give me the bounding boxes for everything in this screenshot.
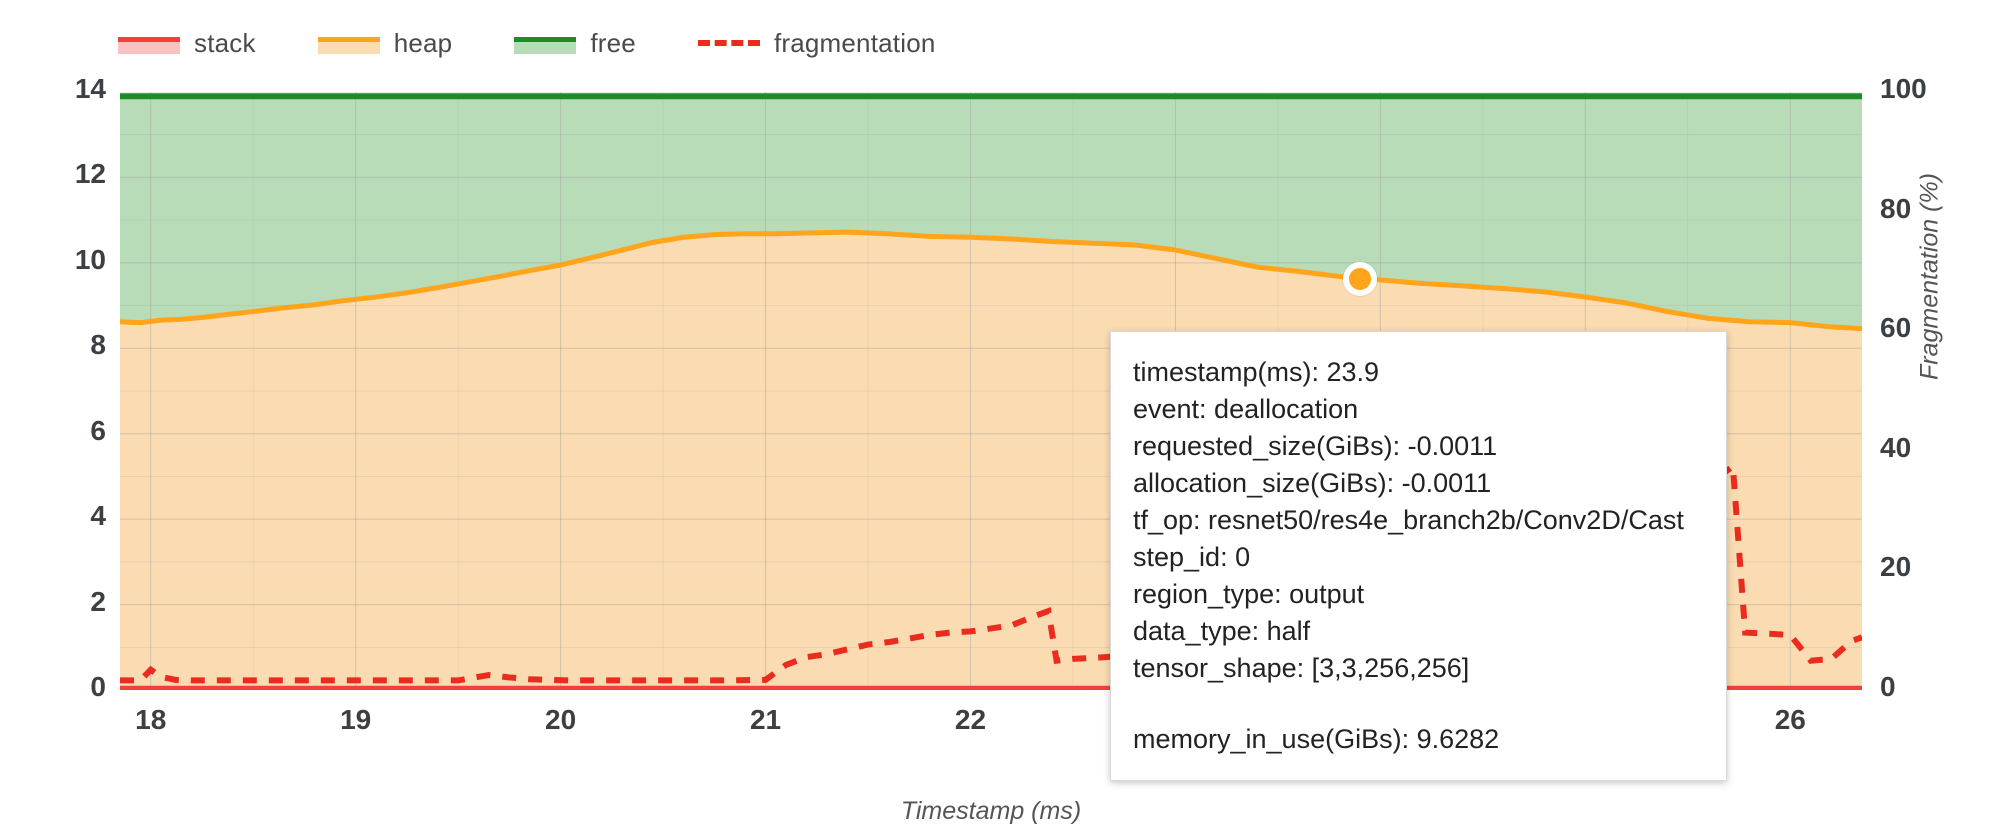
tooltip-separator [1133,687,1726,721]
tooltip-row: step_id: 0 [1133,542,1251,572]
y-axis-right-tick: 60 [1880,312,1912,344]
x-axis-tick: 26 [1774,704,1806,735]
x-axis-tick: 21 [749,704,782,735]
tooltip-row: data_type: half [1133,616,1311,646]
y-axis-right-tick: 100 [1880,73,1927,104]
x-axis-tick: 22 [954,704,987,735]
x-axis-title: Timestamp (ms) [900,797,1082,825]
tooltip-row: region_type: output [1133,579,1365,609]
data-point-tooltip: timestamp(ms): 23.9 event: deallocation re… [1110,331,1727,781]
tooltip-row: requested_size(GiBs): -0.0011 [1133,431,1498,461]
y-axis-right-title: Fragmentation (%) [1915,172,1944,381]
y-axis-right-tick: 80 [1880,192,1912,224]
legend-item-fragmentation[interactable]: fragmentation [697,27,936,59]
y-axis-left-tick: 2 [90,585,106,617]
tooltip-row: tensor_shape: [3,3,256,256] [1133,653,1470,683]
x-axis-tick: 18 [135,704,167,735]
legend-line-icon [317,32,380,54]
legend-item-free[interactable]: free [514,28,636,59]
legend-label: free [590,27,636,58]
y-axis-left-tick: 14 [74,73,106,104]
legend-label: heap [393,27,453,58]
y-axis-left-tick: 10 [74,243,106,275]
chart-legend: stack heap free fragmentation [0,22,1990,64]
x-axis-tick: 20 [545,704,577,735]
fragmentation-line [120,460,1862,684]
y-axis-left-tick: 8 [90,329,106,361]
y-axis-left-tick: 6 [90,414,106,446]
x-axis-tick: 19 [340,704,372,735]
tooltip-footer: memory_in_use(GiBs): 9.6282 [1133,724,1500,754]
heap-line [120,229,1862,332]
hover-point-marker[interactable] [1342,261,1377,296]
legend-label: stack [194,27,256,58]
y-axis-right-tick: 0 [1880,671,1896,702]
legend-line-icon [514,32,577,54]
legend-item-stack[interactable]: stack [118,28,256,59]
y-axis-right-tick: 40 [1880,431,1912,463]
legend-label: fragmentation [773,27,936,58]
legend-line-icon [118,32,180,54]
y-axis-left-tick: 4 [90,500,106,532]
legend-item-heap[interactable]: heap [317,27,453,59]
tooltip-row: event: deallocation [1133,394,1359,424]
y-axis-left-tick: 0 [90,671,106,702]
tooltip-row: allocation_size(GiBs): -0.0011 [1133,468,1492,498]
tooltip-row: timestamp(ms): 23.9 [1133,357,1380,387]
y-axis-right-tick: 20 [1880,551,1912,583]
tooltip-row: tf_op: resnet50/res4e_branch2b/Conv2D/Ca… [1133,505,1684,535]
y-axis-left-tick: 12 [74,158,106,190]
legend-dashed-line-icon [697,32,760,54]
